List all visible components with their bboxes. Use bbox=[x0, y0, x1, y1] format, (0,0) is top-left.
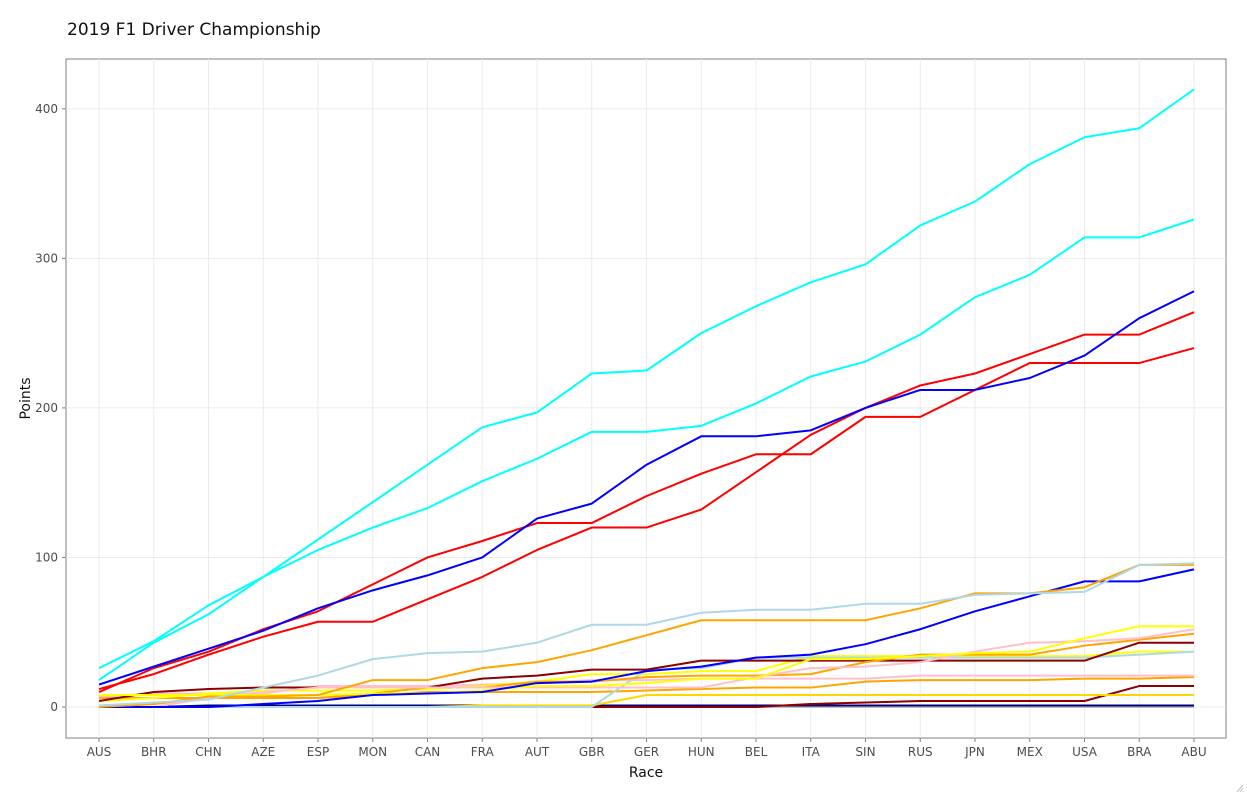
x-tick-label: BEL bbox=[745, 745, 768, 759]
series-line bbox=[98, 290, 1195, 686]
y-tick-label: 0 bbox=[50, 700, 58, 714]
x-tick-label: GER bbox=[634, 745, 659, 759]
x-tick-label: USA bbox=[1072, 745, 1098, 759]
x-tick-label: MON bbox=[358, 745, 387, 759]
x-axis-title: Race bbox=[629, 765, 663, 781]
y-axis-title: Points bbox=[18, 377, 34, 419]
x-tick-label: SIN bbox=[855, 745, 875, 759]
series-line bbox=[99, 628, 1195, 708]
series-line bbox=[98, 218, 1195, 681]
x-tick-label: HUN bbox=[688, 745, 715, 759]
x-tick-label: JPN bbox=[964, 745, 985, 759]
x-tick-label: CHN bbox=[195, 745, 221, 759]
x-tick-label: GBR bbox=[579, 745, 605, 759]
y-tick-label: 300 bbox=[35, 251, 58, 265]
resize-handle-icon bbox=[1236, 784, 1244, 793]
y-tick-label: 100 bbox=[35, 550, 58, 564]
chart-title: 2019 F1 Driver Championship bbox=[67, 20, 321, 40]
x-tick-label: RUS bbox=[908, 745, 933, 759]
series-line bbox=[99, 568, 1195, 708]
grid bbox=[66, 59, 1226, 738]
x-tick-label: BHR bbox=[141, 745, 167, 759]
x-tick-label: ABU bbox=[1181, 745, 1206, 759]
x-tick-label: FRA bbox=[471, 745, 495, 759]
resize-handle-icon bbox=[1239, 787, 1244, 793]
axes: AUS BHR CHN AZE ESP MON CAN FRA AUT GBR GER HUN BEL I… bbox=[35, 102, 1244, 793]
x-tick-label: ESP bbox=[307, 745, 329, 759]
series-line bbox=[98, 641, 1194, 703]
series-lines bbox=[98, 88, 1195, 708]
series-line bbox=[98, 311, 1195, 691]
x-tick-label: ITA bbox=[802, 745, 821, 759]
series-line bbox=[98, 88, 1195, 670]
x-tick-label: CAN bbox=[415, 745, 441, 759]
x-tick-label: AZE bbox=[251, 745, 275, 759]
series-line bbox=[98, 562, 1195, 707]
y-tick-label: 200 bbox=[35, 401, 58, 415]
series-line bbox=[98, 632, 1195, 708]
y-tick-label: 400 bbox=[35, 102, 58, 116]
series-line bbox=[99, 704, 1194, 708]
x-tick-label: MEX bbox=[1017, 745, 1043, 759]
x-tick-label: AUS bbox=[87, 745, 112, 759]
x-tick-label: AUT bbox=[525, 745, 550, 759]
x-tick-label: BRA bbox=[1127, 745, 1152, 759]
